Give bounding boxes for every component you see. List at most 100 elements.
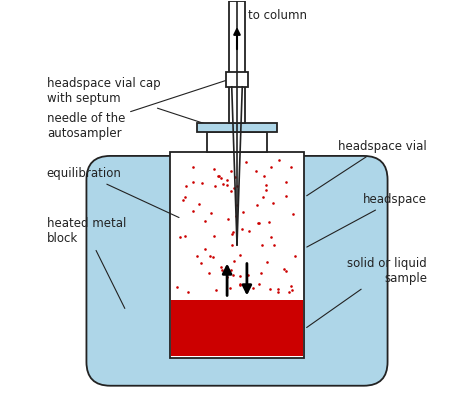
- Point: [193, 253, 201, 259]
- Point: [219, 181, 227, 188]
- Text: solid or liquid
sample: solid or liquid sample: [307, 257, 427, 328]
- Text: headspace vial cap
with septum: headspace vial cap with septum: [47, 77, 215, 127]
- Point: [289, 211, 297, 217]
- Point: [224, 216, 231, 223]
- Text: equilibration: equilibration: [47, 167, 179, 217]
- Point: [184, 289, 191, 295]
- Bar: [226, 72, 248, 87]
- Point: [230, 258, 237, 264]
- Point: [229, 272, 237, 279]
- Point: [182, 194, 189, 200]
- Point: [228, 188, 235, 194]
- Point: [199, 180, 206, 186]
- Point: [224, 268, 232, 274]
- Point: [228, 242, 236, 248]
- Text: headspace: headspace: [307, 193, 427, 247]
- Point: [217, 175, 225, 182]
- Point: [206, 253, 214, 260]
- Point: [201, 217, 208, 224]
- Point: [233, 183, 241, 190]
- Point: [212, 287, 219, 293]
- Point: [270, 242, 277, 249]
- Point: [195, 201, 202, 207]
- Point: [182, 183, 190, 189]
- Point: [190, 208, 197, 215]
- Point: [264, 259, 271, 265]
- Point: [267, 164, 274, 170]
- Point: [232, 213, 240, 219]
- Point: [274, 288, 282, 295]
- Bar: [207, 132, 267, 152]
- Point: [210, 166, 218, 172]
- Point: [265, 219, 273, 225]
- Point: [223, 274, 230, 280]
- Point: [280, 266, 287, 272]
- Point: [262, 187, 270, 193]
- Point: [228, 231, 236, 237]
- Text: to column: to column: [248, 9, 308, 22]
- Point: [283, 192, 290, 199]
- Point: [252, 168, 260, 174]
- Point: [266, 286, 274, 292]
- Point: [274, 285, 282, 292]
- Point: [236, 280, 244, 287]
- Bar: [171, 300, 303, 356]
- Point: [287, 282, 295, 289]
- Point: [275, 157, 283, 163]
- Point: [236, 273, 244, 279]
- FancyBboxPatch shape: [86, 156, 388, 386]
- Point: [205, 270, 213, 277]
- Point: [189, 179, 196, 185]
- Point: [238, 226, 246, 233]
- Point: [267, 234, 274, 240]
- Point: [216, 172, 223, 179]
- Point: [226, 284, 233, 291]
- Text: needle of the
autosampler: needle of the autosampler: [47, 80, 227, 140]
- Point: [228, 267, 235, 274]
- Point: [179, 197, 187, 203]
- Point: [249, 285, 257, 292]
- Point: [254, 201, 261, 208]
- Point: [239, 209, 246, 215]
- Point: [283, 179, 290, 185]
- Point: [287, 164, 294, 170]
- Point: [223, 177, 230, 183]
- Point: [291, 253, 298, 259]
- Point: [229, 229, 237, 235]
- Point: [257, 270, 264, 277]
- Point: [236, 281, 244, 288]
- Point: [254, 220, 262, 227]
- Point: [288, 287, 296, 293]
- Point: [233, 201, 241, 208]
- Point: [260, 172, 268, 179]
- Point: [211, 183, 219, 190]
- Point: [236, 252, 244, 259]
- Point: [218, 263, 225, 270]
- Point: [208, 209, 215, 216]
- Point: [245, 272, 252, 279]
- Point: [223, 182, 230, 188]
- Bar: [229, 1, 245, 123]
- Point: [258, 241, 266, 248]
- Point: [173, 284, 181, 290]
- Point: [260, 194, 267, 200]
- Point: [262, 182, 270, 188]
- Point: [282, 267, 290, 274]
- Point: [255, 280, 263, 287]
- Point: [218, 267, 226, 274]
- Point: [246, 228, 253, 234]
- Point: [189, 164, 197, 170]
- Text: headspace vial: headspace vial: [307, 140, 427, 196]
- Point: [209, 253, 217, 260]
- Point: [231, 174, 239, 180]
- Point: [227, 168, 235, 174]
- Point: [214, 173, 222, 180]
- Point: [242, 159, 249, 166]
- Point: [176, 234, 183, 240]
- Bar: [198, 123, 276, 132]
- Point: [210, 233, 218, 239]
- Bar: [170, 152, 304, 358]
- Point: [255, 219, 263, 226]
- Point: [285, 289, 293, 295]
- Point: [269, 200, 276, 206]
